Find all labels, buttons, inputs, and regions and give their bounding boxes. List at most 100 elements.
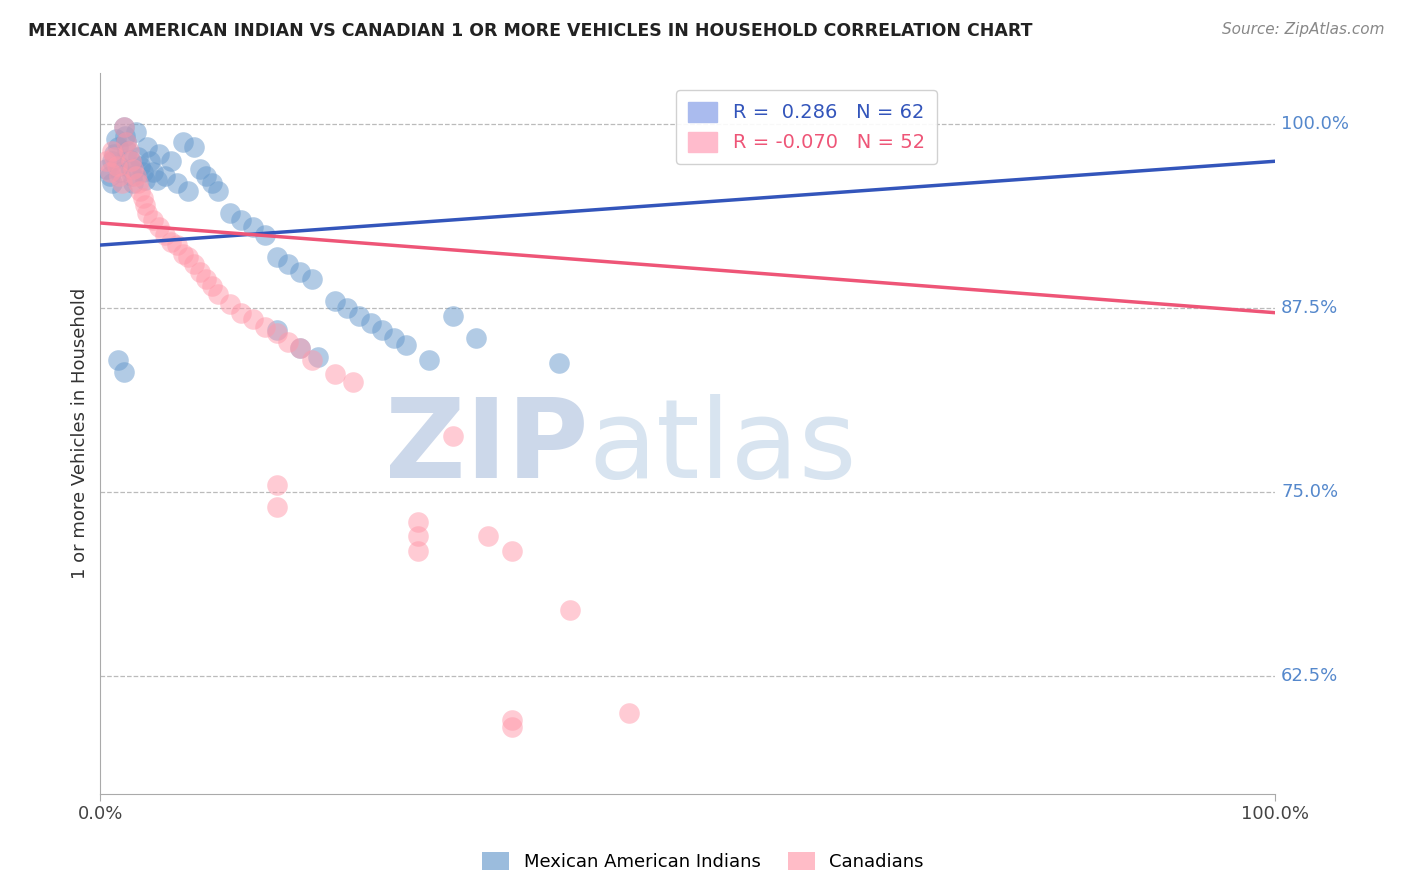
Point: [277, 335, 299, 350]
Text: 100.0%: 100.0%: [1281, 115, 1350, 134]
Point: [360, 316, 382, 330]
Text: ZIP: ZIP: [385, 394, 588, 501]
Point: [112, 365, 135, 379]
Point: [127, 176, 149, 190]
Point: [253, 320, 276, 334]
Point: [231, 213, 253, 227]
Point: [108, 169, 131, 183]
Text: 87.5%: 87.5%: [1281, 300, 1339, 318]
Point: [129, 184, 152, 198]
Point: [547, 356, 569, 370]
Point: [201, 176, 224, 190]
Point: [124, 125, 146, 139]
Point: [406, 529, 429, 543]
Point: [134, 198, 156, 212]
Point: [218, 297, 240, 311]
Point: [218, 205, 240, 219]
Point: [148, 147, 170, 161]
Point: [172, 135, 194, 149]
Point: [183, 139, 205, 153]
Point: [160, 235, 183, 249]
Text: MEXICAN AMERICAN INDIAN VS CANADIAN 1 OR MORE VEHICLES IN HOUSEHOLD CORRELATION : MEXICAN AMERICAN INDIAN VS CANADIAN 1 OR…: [28, 22, 1032, 40]
Point: [131, 164, 153, 178]
Point: [107, 352, 129, 367]
Point: [301, 272, 323, 286]
Point: [465, 331, 488, 345]
Point: [418, 352, 440, 367]
Point: [153, 169, 176, 183]
Point: [207, 286, 229, 301]
Point: [98, 164, 121, 178]
Point: [560, 603, 582, 617]
Point: [160, 154, 183, 169]
Point: [266, 478, 288, 492]
Point: [124, 169, 146, 183]
Point: [122, 176, 145, 190]
Point: [441, 309, 464, 323]
Point: [107, 139, 129, 153]
Point: [96, 154, 118, 169]
Point: [195, 169, 218, 183]
Point: [177, 184, 200, 198]
Point: [136, 139, 159, 153]
Point: [307, 350, 329, 364]
Point: [98, 169, 121, 183]
Point: [172, 247, 194, 261]
Point: [145, 173, 167, 187]
Text: Source: ZipAtlas.com: Source: ZipAtlas.com: [1222, 22, 1385, 37]
Point: [477, 529, 499, 543]
Point: [166, 238, 188, 252]
Point: [617, 706, 640, 720]
Point: [120, 161, 142, 176]
Point: [231, 306, 253, 320]
Point: [288, 341, 311, 355]
Point: [253, 227, 276, 242]
Point: [117, 144, 139, 158]
Point: [301, 352, 323, 367]
Point: [183, 257, 205, 271]
Point: [207, 184, 229, 198]
Point: [266, 323, 288, 337]
Point: [138, 154, 160, 169]
Point: [148, 220, 170, 235]
Point: [117, 144, 139, 158]
Point: [103, 147, 125, 161]
Point: [122, 161, 145, 176]
Point: [188, 264, 211, 278]
Point: [266, 500, 288, 514]
Point: [101, 176, 124, 190]
Point: [406, 515, 429, 529]
Text: atlas: atlas: [588, 394, 856, 501]
Point: [177, 250, 200, 264]
Point: [96, 161, 118, 176]
Point: [188, 161, 211, 176]
Y-axis label: 1 or more Vehicles in Household: 1 or more Vehicles in Household: [72, 288, 89, 579]
Point: [371, 323, 394, 337]
Point: [129, 159, 152, 173]
Point: [136, 205, 159, 219]
Point: [325, 368, 347, 382]
Point: [101, 154, 124, 169]
Point: [288, 341, 311, 355]
Point: [501, 721, 523, 735]
Point: [441, 429, 464, 443]
Point: [118, 153, 141, 167]
Point: [501, 713, 523, 727]
Text: 75.0%: 75.0%: [1281, 483, 1339, 501]
Legend: R =  0.286   N = 62, R = -0.070   N = 52: R = 0.286 N = 62, R = -0.070 N = 52: [676, 90, 936, 164]
Point: [101, 144, 124, 158]
Point: [131, 191, 153, 205]
Point: [110, 164, 132, 178]
Point: [195, 272, 218, 286]
Point: [115, 135, 138, 149]
Point: [501, 544, 523, 558]
Point: [277, 257, 299, 271]
Point: [112, 120, 135, 135]
Point: [121, 169, 143, 183]
Point: [115, 135, 138, 149]
Point: [266, 326, 288, 341]
Point: [105, 159, 128, 173]
Point: [266, 250, 288, 264]
Point: [382, 331, 405, 345]
Point: [395, 338, 418, 352]
